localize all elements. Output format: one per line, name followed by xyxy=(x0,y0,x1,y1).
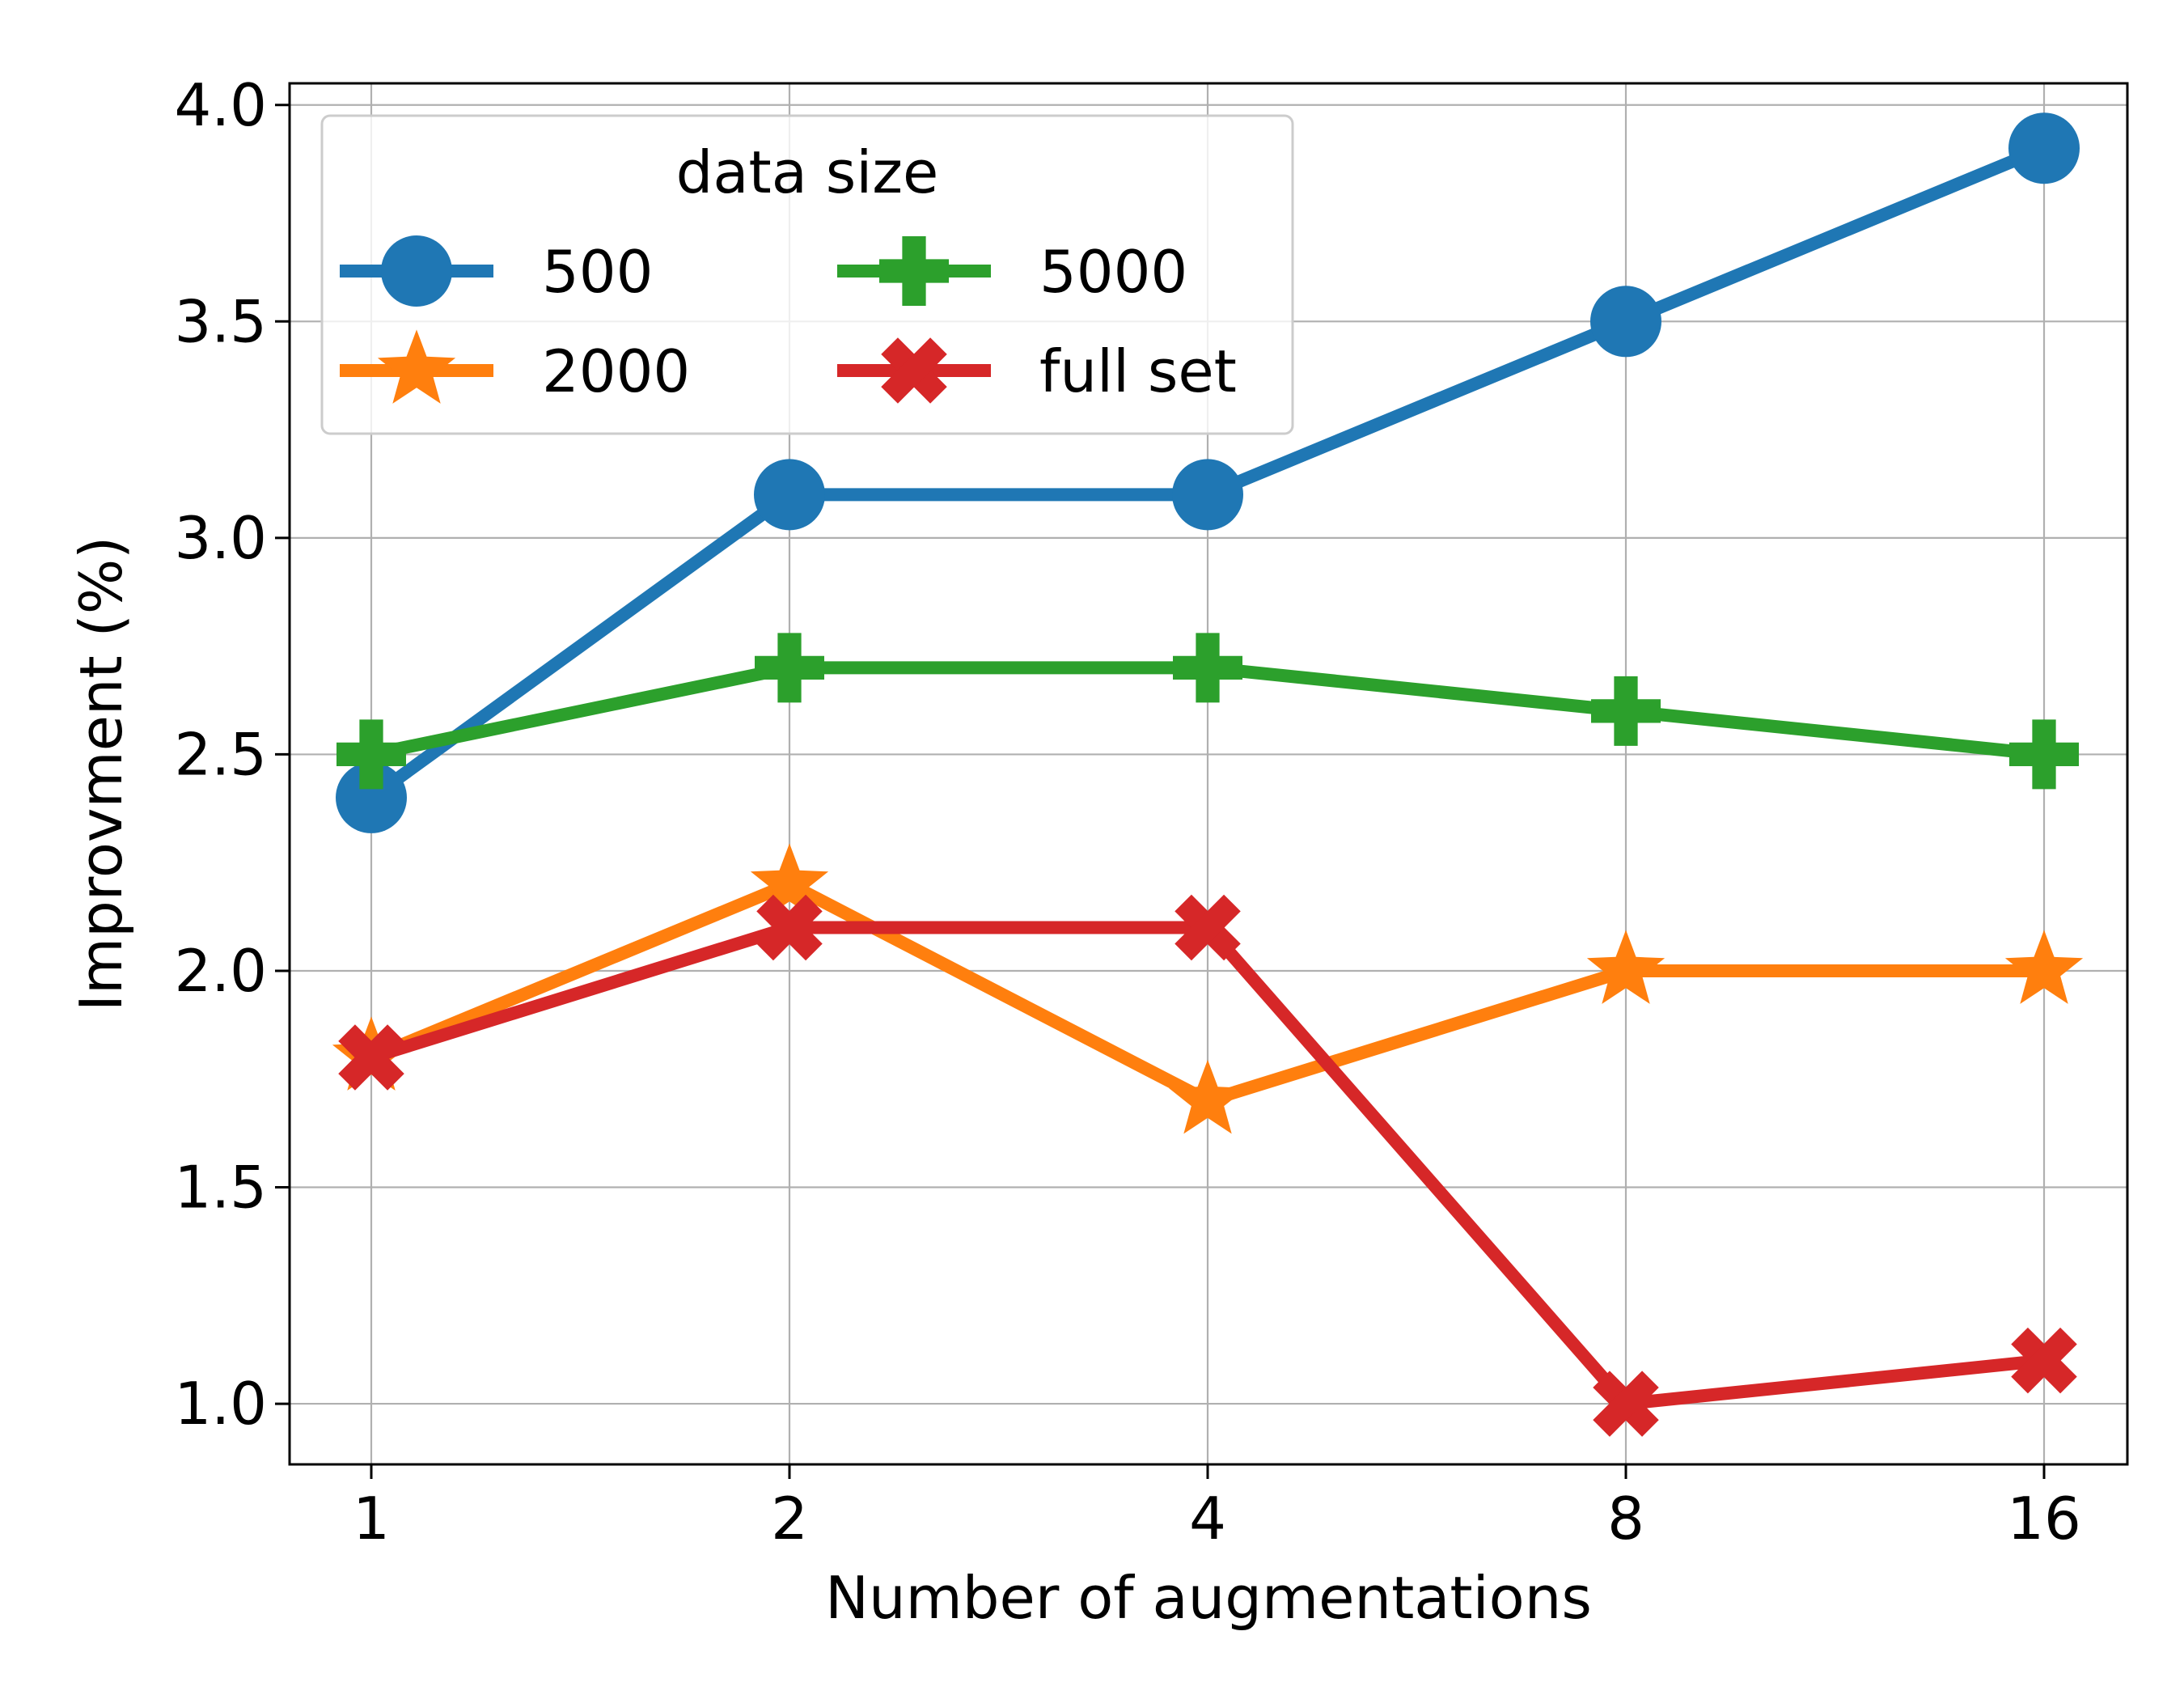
data-point-500 xyxy=(2008,112,2080,184)
data-point-full-set xyxy=(2011,1327,2077,1394)
data-point-500 xyxy=(1590,286,1661,358)
x-tick-label: 2 xyxy=(771,1485,808,1553)
data-point-5000 xyxy=(336,719,406,790)
data-point-2000 xyxy=(750,843,829,917)
data-point-full-set xyxy=(1175,894,1241,961)
data-point-full-set xyxy=(338,1024,404,1091)
x-tick-label: 16 xyxy=(2007,1485,2081,1553)
legend: data size 500 2000 5000 full set xyxy=(320,114,1294,435)
x-axis-label: Number of augmentations xyxy=(825,1564,1592,1632)
legend-entry-full-set: full set xyxy=(837,337,1237,405)
series-500 xyxy=(336,112,2080,833)
series-layer xyxy=(332,112,2084,1437)
axis-ticks: 1 2 4 8 16 1.0 1.5 2.0 2.5 3.0 3.5 4.0 xyxy=(174,71,2080,1553)
data-point-2000 xyxy=(2004,930,2084,1004)
legend-entry-500: 500 xyxy=(340,235,653,307)
legend-label: 500 xyxy=(542,238,653,306)
legend-entries: 500 2000 5000 full set xyxy=(340,235,1237,405)
data-point-5000 xyxy=(2009,719,2079,790)
series-full-set xyxy=(338,894,2077,1437)
data-point-5000 xyxy=(1173,633,1242,703)
y-tick-label: 1.0 xyxy=(174,1370,267,1438)
data-point-full-set xyxy=(756,894,823,961)
legend-marker-circle xyxy=(381,235,452,307)
legend-marker-x xyxy=(881,337,947,404)
y-tick-label: 3.0 xyxy=(174,504,267,572)
legend-label: full set xyxy=(1039,337,1237,405)
legend-entry-5000: 5000 xyxy=(837,236,1187,306)
y-tick-label: 2.5 xyxy=(174,720,267,788)
data-point-2000 xyxy=(1586,930,1666,1004)
legend-label: 2000 xyxy=(542,337,690,405)
legend-entry-2000: 2000 xyxy=(340,329,690,405)
data-point-5000 xyxy=(1591,676,1661,746)
y-tick-label: 4.0 xyxy=(174,71,267,139)
legend-box xyxy=(320,114,1294,435)
y-tick-label: 3.5 xyxy=(174,287,267,355)
data-point-2000 xyxy=(1168,1059,1247,1134)
y-axis-label: Improvment (%) xyxy=(67,536,135,1012)
data-point-full-set xyxy=(1593,1371,1659,1437)
data-point-500 xyxy=(754,459,825,531)
legend-title: data size xyxy=(676,138,939,206)
data-point-500 xyxy=(1172,459,1243,531)
x-tick-label: 8 xyxy=(1607,1485,1644,1553)
y-tick-label: 2.0 xyxy=(174,937,267,1005)
data-point-500 xyxy=(336,761,407,833)
y-tick-label: 1.5 xyxy=(174,1154,267,1222)
series-5000 xyxy=(336,633,2079,790)
data-point-5000 xyxy=(755,633,824,703)
legend-marker-plus xyxy=(879,236,949,306)
x-tick-label: 1 xyxy=(353,1485,390,1553)
legend-label: 5000 xyxy=(1039,238,1187,306)
x-tick-label: 4 xyxy=(1189,1485,1226,1553)
legend-marker-star xyxy=(377,329,456,404)
